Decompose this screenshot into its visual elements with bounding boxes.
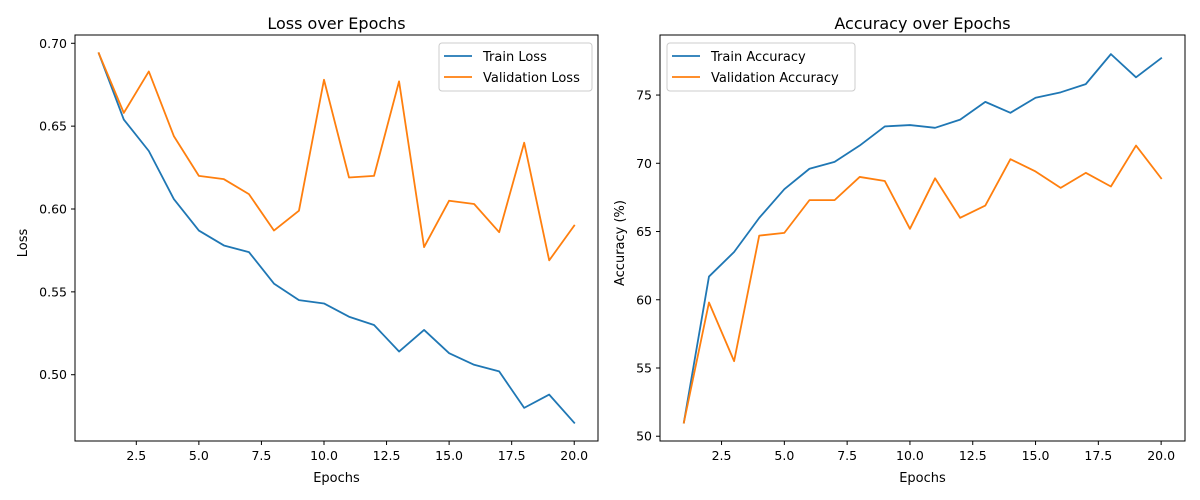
loss-x-tick-label: 7.5 [251, 448, 271, 463]
loss-series-line-train [97, 52, 576, 425]
loss-axis-ticks: 2.5 5.0 7.5 10.0 12.5 15.0 17.5 20.0 0.50 0.55 0.6… [39, 36, 588, 463]
loss-plot-frame [74, 34, 599, 442]
accuracy-legend-label-train: Train Accuracy [710, 50, 806, 65]
accuracy-legend-box [666, 42, 856, 92]
loss-y-tick-label: 0.60 [39, 202, 67, 217]
loss-y-tick-label: 0.70 [39, 36, 67, 51]
loss-x-tick-label: 20.0 [560, 448, 588, 463]
accuracy-x-tick-label: 7.5 [837, 448, 857, 463]
accuracy-y-tick-label: 60 [636, 292, 652, 307]
accuracy-x-tick-label: 12.5 [959, 448, 987, 463]
accuracy-chart-panel: Accuracy over Epochs Epochs Accuracy (%)… [613, 14, 1186, 486]
loss-series-lines [97, 52, 576, 425]
accuracy-series-line-train [682, 53, 1163, 424]
loss-y-tick-label: 0.55 [39, 284, 67, 299]
accuracy-plot-frame [659, 34, 1186, 442]
accuracy-y-tick-label: 55 [636, 360, 652, 375]
accuracy-y-tick-label: 75 [636, 88, 652, 103]
accuracy-series-lines [682, 53, 1163, 424]
accuracy-y-tick-label: 50 [636, 429, 652, 444]
loss-x-axis-label: Epochs [313, 471, 360, 486]
loss-x-tick-label: 17.5 [498, 448, 526, 463]
loss-legend-label-validation: Validation Loss [483, 71, 580, 86]
loss-legend: Train Loss Validation Loss [438, 42, 593, 92]
loss-x-tick-label: 12.5 [373, 448, 401, 463]
accuracy-y-tick-label: 70 [636, 156, 652, 171]
loss-y-tick-label: 0.65 [39, 119, 67, 134]
loss-series-line-validation [97, 52, 576, 262]
loss-x-tick-label: 10.0 [310, 448, 338, 463]
accuracy-series-line-validation [682, 144, 1163, 424]
accuracy-x-tick-label: 20.0 [1147, 448, 1175, 463]
loss-legend-label-train: Train Loss [482, 50, 547, 65]
loss-legend-box [438, 42, 593, 92]
accuracy-x-tick-label: 10.0 [896, 448, 924, 463]
accuracy-y-axis-label: Accuracy (%) [613, 200, 628, 286]
accuracy-axis-ticks: 2.5 5.0 7.5 10.0 12.5 15.0 17.5 20.0 50 55 60 65 70 7… [636, 88, 1175, 463]
accuracy-chart-title: Accuracy over Epochs [834, 14, 1010, 33]
loss-chart-panel: Loss over Epochs Epochs Loss 2.5 5.0 7.5 10… [16, 14, 599, 486]
loss-x-tick-label: 15.0 [435, 448, 463, 463]
accuracy-legend: Train Accuracy Validation Accuracy [666, 42, 856, 92]
accuracy-x-tick-label: 17.5 [1084, 448, 1112, 463]
accuracy-x-tick-label: 5.0 [774, 448, 794, 463]
loss-x-tick-label: 5.0 [189, 448, 209, 463]
loss-chart-title: Loss over Epochs [267, 14, 405, 33]
loss-y-axis-label: Loss [16, 229, 31, 258]
loss-x-tick-label: 2.5 [126, 448, 146, 463]
accuracy-legend-label-validation: Validation Accuracy [711, 71, 839, 86]
accuracy-x-tick-label: 15.0 [1022, 448, 1050, 463]
accuracy-x-tick-label: 2.5 [712, 448, 732, 463]
accuracy-y-tick-label: 65 [636, 224, 652, 239]
loss-y-tick-label: 0.50 [39, 367, 67, 382]
accuracy-x-axis-label: Epochs [899, 471, 946, 486]
